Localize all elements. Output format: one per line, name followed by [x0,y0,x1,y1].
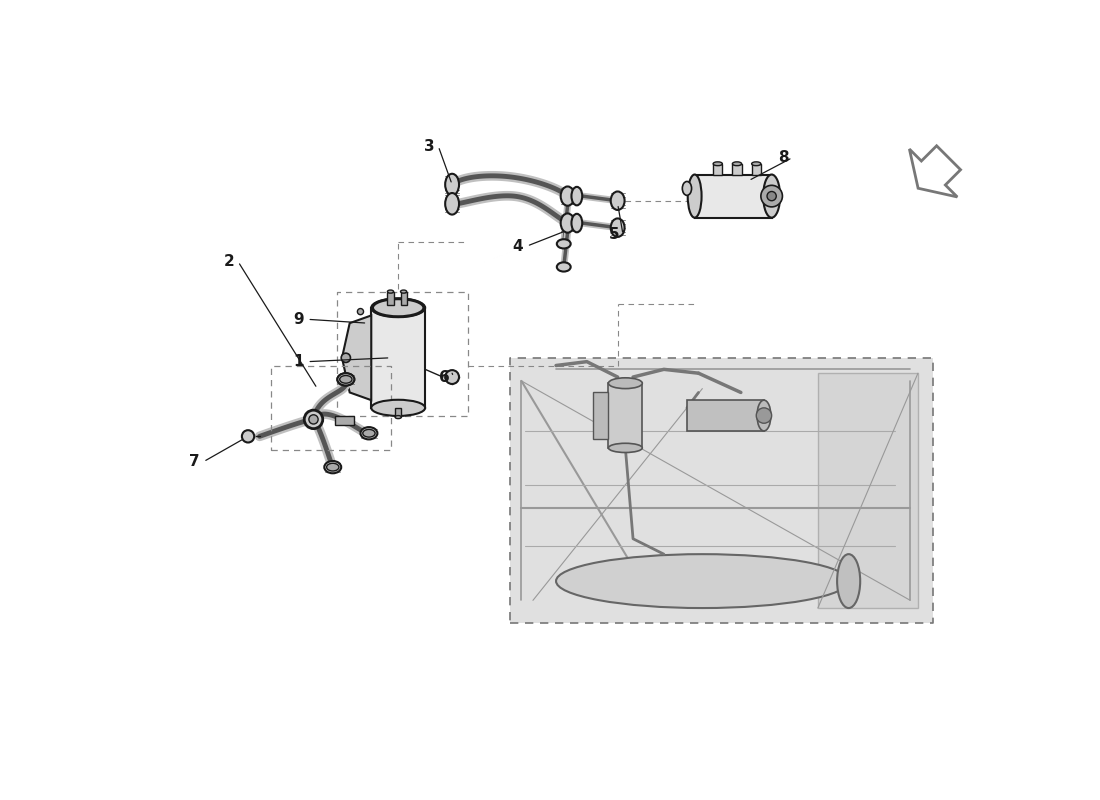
Ellipse shape [327,463,339,471]
Ellipse shape [763,174,780,218]
Text: 6: 6 [439,370,450,385]
Polygon shape [593,393,608,438]
Text: 5: 5 [608,227,619,242]
Ellipse shape [363,430,375,437]
Bar [509,358,933,623]
Ellipse shape [446,174,459,195]
Ellipse shape [557,554,849,608]
Text: 8: 8 [778,150,789,165]
Text: 7: 7 [189,454,199,470]
Text: 1: 1 [293,354,304,369]
Bar [387,291,394,306]
Circle shape [242,430,254,442]
Ellipse shape [751,162,761,166]
Ellipse shape [610,218,625,237]
Ellipse shape [395,415,402,418]
Bar [372,308,425,408]
Ellipse shape [608,378,642,389]
Ellipse shape [733,162,741,166]
Bar [336,416,354,426]
Ellipse shape [372,298,425,317]
Text: 9: 9 [293,312,304,326]
Circle shape [309,414,318,424]
Ellipse shape [572,187,582,206]
Ellipse shape [557,239,571,249]
Ellipse shape [338,373,354,386]
Circle shape [767,191,777,201]
Bar [733,164,741,174]
Ellipse shape [387,290,394,293]
Ellipse shape [572,214,582,232]
Circle shape [358,309,363,314]
Ellipse shape [608,443,642,453]
Ellipse shape [561,214,574,233]
Bar [608,383,642,448]
Ellipse shape [688,174,702,218]
Circle shape [446,370,459,384]
Polygon shape [818,373,918,608]
Ellipse shape [361,427,377,439]
Ellipse shape [557,262,571,271]
Ellipse shape [610,191,625,210]
Bar [751,164,761,174]
Ellipse shape [561,186,574,206]
Bar [395,408,402,417]
Bar [713,164,723,174]
Ellipse shape [713,162,723,166]
Circle shape [761,186,782,207]
Polygon shape [342,315,372,400]
Ellipse shape [446,193,459,214]
Circle shape [341,353,351,362]
Bar [695,174,771,218]
Polygon shape [910,146,960,197]
Ellipse shape [757,400,771,431]
Ellipse shape [372,400,425,416]
Circle shape [756,408,772,423]
Ellipse shape [340,375,352,383]
Ellipse shape [400,290,407,293]
Ellipse shape [837,554,860,608]
Bar [686,400,763,431]
Ellipse shape [338,373,354,386]
Bar [400,291,407,306]
Ellipse shape [682,182,692,195]
Text: 2: 2 [223,254,234,269]
Ellipse shape [324,461,341,474]
Text: 4: 4 [513,238,522,254]
Circle shape [305,410,322,429]
Text: 3: 3 [424,138,434,154]
